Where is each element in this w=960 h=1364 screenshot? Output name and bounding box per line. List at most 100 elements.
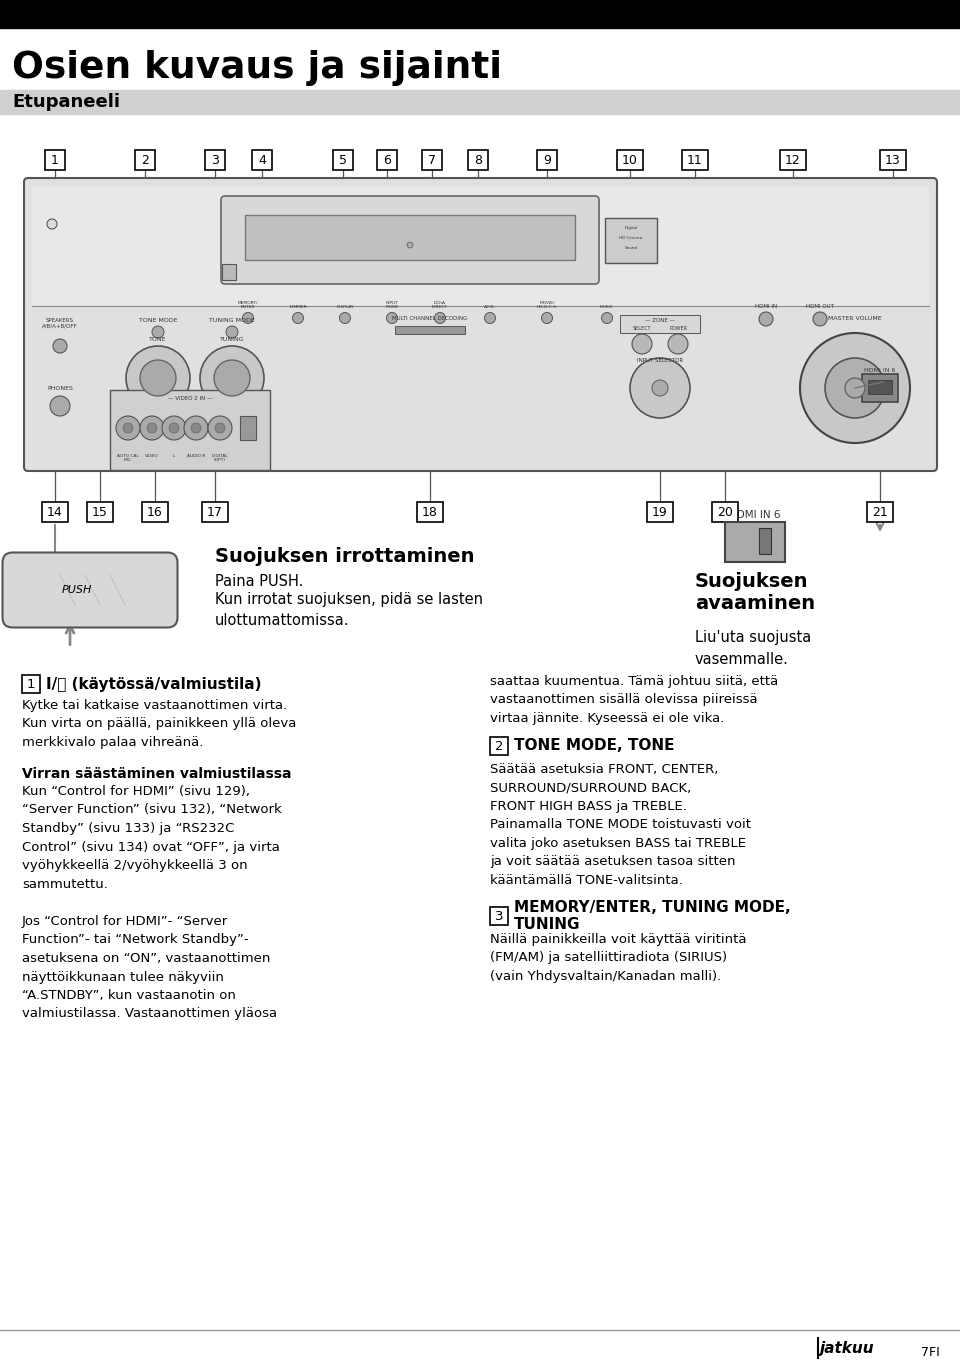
Circle shape xyxy=(169,423,179,432)
Text: HDMI IN: HDMI IN xyxy=(755,304,777,310)
Text: HD Cinema: HD Cinema xyxy=(619,236,642,240)
Bar xyxy=(142,502,168,522)
Circle shape xyxy=(825,357,885,417)
Text: 5: 5 xyxy=(339,154,347,166)
Bar xyxy=(222,265,236,280)
Circle shape xyxy=(152,326,164,338)
Circle shape xyxy=(200,346,264,411)
Bar xyxy=(252,150,272,170)
Text: Suojuksen
avaaminen: Suojuksen avaaminen xyxy=(695,572,815,612)
Text: 15: 15 xyxy=(92,506,108,518)
Text: — VIDEO 2 IN —: — VIDEO 2 IN — xyxy=(168,396,212,401)
Text: Liu'uta suojusta
vasemmalle.: Liu'uta suojusta vasemmalle. xyxy=(695,630,811,667)
Bar xyxy=(377,150,397,170)
Text: Säätää asetuksia FRONT, CENTER,
SURROUND/SURROUND BACK,
FRONT HIGH BASS ja TREBL: Säätää asetuksia FRONT, CENTER, SURROUND… xyxy=(490,762,751,887)
Text: DIGITAL
(OPT): DIGITAL (OPT) xyxy=(211,454,228,462)
Text: AUTO CAL
MIC: AUTO CAL MIC xyxy=(117,454,139,462)
Text: TUNING: TUNING xyxy=(220,337,244,342)
Circle shape xyxy=(800,333,910,443)
Bar xyxy=(245,216,575,261)
Text: Jos “Control for HDMI”- “Server
Function”- tai “Network Standby”-
asetuksena on : Jos “Control for HDMI”- “Server Function… xyxy=(22,915,277,1020)
Text: 3: 3 xyxy=(211,154,219,166)
Text: MEMORY/
ENTER: MEMORY/ ENTER xyxy=(238,300,258,310)
Text: Kun irrotat suojuksen, pidä se lasten
ulottumattomissa.: Kun irrotat suojuksen, pidä se lasten ul… xyxy=(215,592,483,627)
Text: MOVIE/
HD-D.C.S.: MOVIE/ HD-D.C.S. xyxy=(537,300,558,310)
Text: INPUT SELECTOR: INPUT SELECTOR xyxy=(636,357,684,363)
Text: 7FI: 7FI xyxy=(921,1345,940,1359)
Bar xyxy=(620,315,700,333)
Text: SPEAKERS
A/B/A+B/OFF: SPEAKERS A/B/A+B/OFF xyxy=(42,318,78,329)
Text: TONE MODE, TONE: TONE MODE, TONE xyxy=(514,738,675,753)
Text: 3: 3 xyxy=(494,910,503,922)
Bar xyxy=(468,150,488,170)
Text: 17: 17 xyxy=(207,506,223,518)
Bar xyxy=(880,150,906,170)
Text: 4: 4 xyxy=(258,154,266,166)
Bar xyxy=(862,374,898,402)
Circle shape xyxy=(53,340,67,353)
Circle shape xyxy=(387,312,397,323)
Bar xyxy=(0,0,960,29)
Circle shape xyxy=(652,381,668,396)
Text: 7: 7 xyxy=(428,154,436,166)
Text: TONE MODE: TONE MODE xyxy=(138,318,178,323)
Circle shape xyxy=(214,360,250,396)
Text: PUSH: PUSH xyxy=(62,585,92,595)
Text: DChA
DIRECT: DChA DIRECT xyxy=(432,300,448,310)
Text: L: L xyxy=(173,454,175,458)
Circle shape xyxy=(226,326,238,338)
Text: Sound: Sound xyxy=(625,246,637,250)
Text: 18: 18 xyxy=(422,506,438,518)
Circle shape xyxy=(123,423,133,432)
Text: MULTI CHANNEL DECODING: MULTI CHANNEL DECODING xyxy=(393,316,468,321)
Text: 2: 2 xyxy=(494,739,503,753)
Bar xyxy=(868,381,892,394)
Bar xyxy=(333,150,353,170)
Circle shape xyxy=(407,241,413,248)
Circle shape xyxy=(602,312,612,323)
Text: DIMMER: DIMMER xyxy=(289,306,307,310)
Circle shape xyxy=(140,416,164,441)
Circle shape xyxy=(50,396,70,416)
Bar xyxy=(712,502,738,522)
Bar xyxy=(110,390,270,471)
Circle shape xyxy=(813,312,827,326)
Text: 16: 16 xyxy=(147,506,163,518)
Circle shape xyxy=(632,334,652,355)
Bar xyxy=(422,150,442,170)
Text: Suojuksen irrottaminen: Suojuksen irrottaminen xyxy=(215,547,474,566)
Circle shape xyxy=(541,312,553,323)
Text: 11: 11 xyxy=(687,154,703,166)
Text: A.F.D.: A.F.D. xyxy=(484,306,496,310)
Text: TUNING MODE: TUNING MODE xyxy=(209,318,254,323)
Circle shape xyxy=(845,378,865,398)
Circle shape xyxy=(243,312,253,323)
Bar xyxy=(135,150,155,170)
Bar xyxy=(202,502,228,522)
Text: Näillä painikkeilla voit käyttää viritintä
(FM/AM) ja satelliittiradiota (SIRIUS: Näillä painikkeilla voit käyttää viritin… xyxy=(490,933,747,983)
Text: 14: 14 xyxy=(47,506,62,518)
Text: MEMORY/ENTER, TUNING MODE,
TUNING: MEMORY/ENTER, TUNING MODE, TUNING xyxy=(514,900,791,932)
Bar xyxy=(725,522,785,562)
FancyBboxPatch shape xyxy=(221,196,599,284)
Bar xyxy=(490,907,508,925)
Bar xyxy=(417,502,443,522)
Circle shape xyxy=(293,312,303,323)
Text: HDMI OUT: HDMI OUT xyxy=(806,304,834,310)
Bar xyxy=(45,150,65,170)
Circle shape xyxy=(340,312,350,323)
Bar xyxy=(682,150,708,170)
Text: Kytke tai katkaise vastaanottimen virta.
Kun virta on päällä, painikkeen yllä ol: Kytke tai katkaise vastaanottimen virta.… xyxy=(22,698,297,749)
Bar xyxy=(605,218,657,263)
Text: — ZONE —: — ZONE — xyxy=(645,318,675,323)
Text: 10: 10 xyxy=(622,154,638,166)
Text: jatkuu: jatkuu xyxy=(820,1341,875,1356)
Text: 9: 9 xyxy=(543,154,551,166)
Text: 1: 1 xyxy=(27,678,36,690)
Circle shape xyxy=(184,416,208,441)
Bar xyxy=(0,90,960,115)
Text: POWER: POWER xyxy=(669,326,687,331)
Circle shape xyxy=(162,416,186,441)
Text: 6: 6 xyxy=(383,154,391,166)
Bar xyxy=(759,528,771,554)
